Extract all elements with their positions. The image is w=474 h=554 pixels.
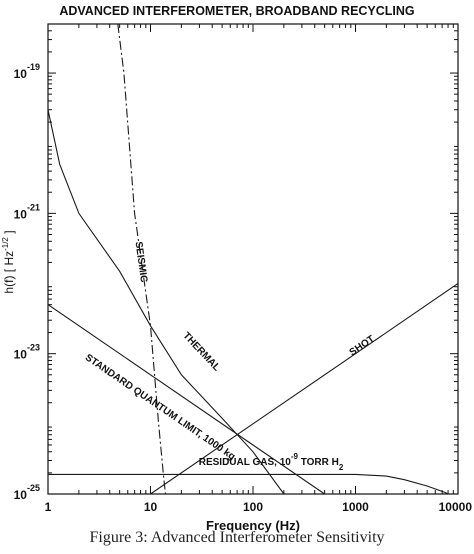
x-tick-label: 10 bbox=[144, 500, 158, 514]
annotation-text-part: SEISMIC bbox=[132, 241, 149, 283]
annotation-residual-gas: RESIDUAL GAS, 10-9 TORR H2 bbox=[199, 452, 344, 472]
annotation-seismic: SEISMIC bbox=[132, 241, 149, 283]
x-tick-label: 1000 bbox=[342, 500, 369, 514]
series-line-shot bbox=[150, 283, 458, 494]
annotation-shot: SHOT bbox=[348, 334, 377, 359]
annotation-text-part: -9 bbox=[291, 452, 299, 461]
y-axis-label-main: h(f) [ Hz bbox=[2, 251, 16, 294]
y-tick-label-base: 10 bbox=[14, 348, 28, 362]
y-tick-label-base: 10 bbox=[14, 488, 28, 502]
series-group bbox=[48, 24, 458, 494]
y-axis-label-exponent: -1/2 bbox=[1, 237, 10, 251]
y-tick-label: 10-21 bbox=[14, 202, 40, 221]
x-tick-label: 1 bbox=[45, 500, 52, 514]
y-tick-label: 10-19 bbox=[14, 62, 40, 81]
annotation-text-part: 2 bbox=[339, 463, 344, 472]
y-tick-label-exponent: -25 bbox=[27, 483, 40, 493]
y-tick-label-exponent: -23 bbox=[27, 343, 40, 353]
annotation-text-part: SHOT bbox=[348, 334, 377, 359]
annotation-text-part: TORR H bbox=[298, 457, 339, 468]
series-line-residual-gas bbox=[48, 473, 449, 494]
y-tick-label-base: 10 bbox=[14, 207, 28, 221]
y-tick-label-base: 10 bbox=[14, 67, 28, 81]
figure-caption: Figure 3: Advanced Interferometer Sensit… bbox=[89, 529, 385, 546]
annotation-text-part: THERMAL bbox=[180, 330, 221, 373]
x-axis-label: Frequency (Hz) bbox=[206, 518, 300, 533]
y-axis-label-close: ] bbox=[2, 230, 16, 237]
chart-title: ADVANCED INTERFEROMETER, BROADBAND RECYC… bbox=[59, 4, 414, 18]
x-tick-label: 10000 bbox=[439, 500, 473, 514]
y-tick-label-exponent: -19 bbox=[27, 62, 40, 72]
series-line-thermal bbox=[48, 109, 285, 494]
y-tick-label: 10-25 bbox=[14, 483, 40, 502]
y-axis-label: h(f) [ Hz-1/2 ] bbox=[1, 230, 16, 293]
x-tick-label: 100 bbox=[243, 500, 263, 514]
annotation-thermal: THERMAL bbox=[180, 330, 221, 373]
annotation-text-part: RESIDUAL GAS, 10 bbox=[199, 457, 291, 468]
y-tick-label-exponent: -21 bbox=[27, 202, 40, 212]
series-line-standard-quantum-limit-1000-kg bbox=[48, 304, 325, 494]
y-tick-label: 10-23 bbox=[14, 343, 40, 362]
